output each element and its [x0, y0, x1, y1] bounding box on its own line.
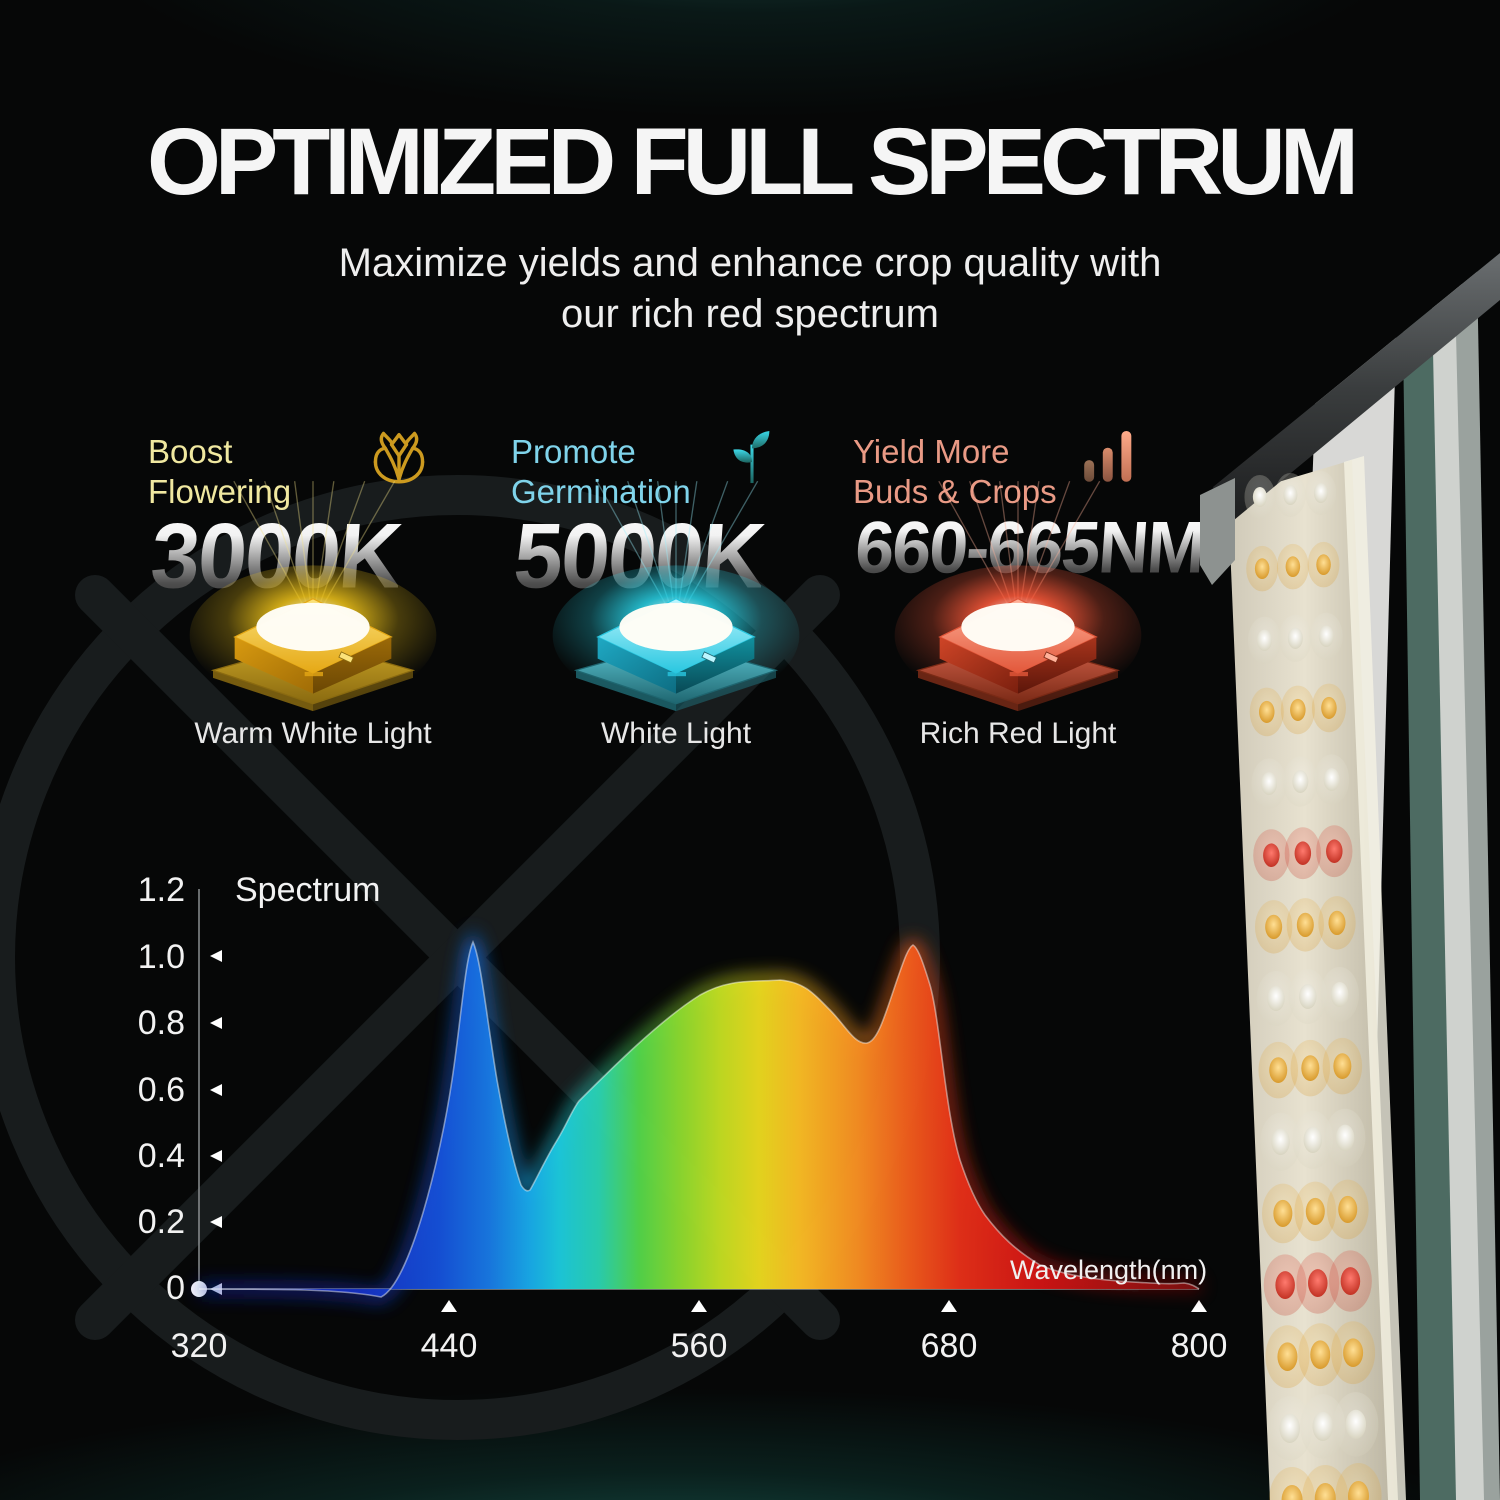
svg-text:1.0: 1.0 — [138, 938, 185, 976]
svg-text:0.2: 0.2 — [138, 1203, 185, 1241]
svg-text:440: 440 — [421, 1327, 478, 1365]
svg-text:680: 680 — [921, 1327, 978, 1365]
svg-text:0.8: 0.8 — [138, 1004, 185, 1042]
svg-text:320: 320 — [171, 1327, 228, 1365]
svg-text:0: 0 — [166, 1269, 185, 1307]
svg-text:0.6: 0.6 — [138, 1071, 185, 1109]
svg-text:Spectrum: Spectrum — [235, 871, 381, 909]
svg-text:0.4: 0.4 — [138, 1137, 185, 1175]
svg-text:560: 560 — [671, 1327, 728, 1365]
svg-text:1.2: 1.2 — [138, 871, 185, 909]
